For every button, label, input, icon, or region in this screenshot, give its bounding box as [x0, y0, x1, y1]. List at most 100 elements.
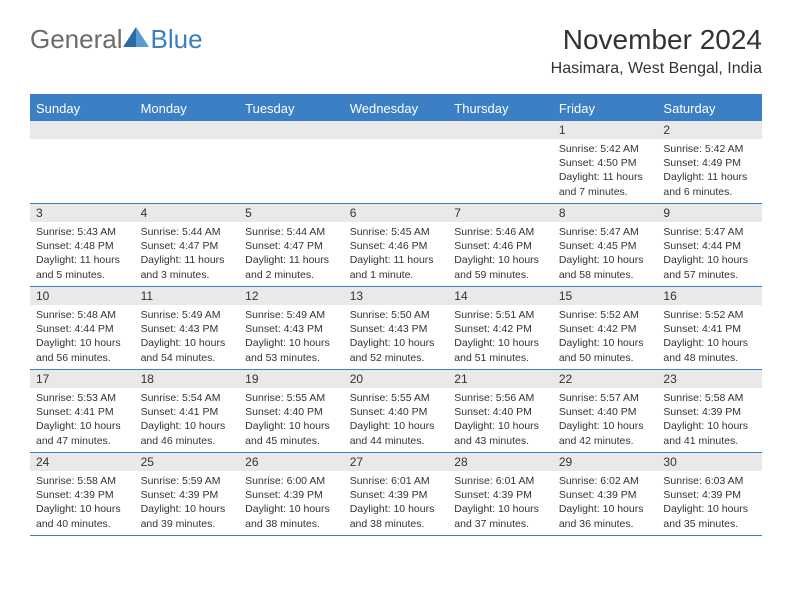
day-number: 13: [344, 287, 449, 305]
day-body: Sunrise: 5:43 AMSunset: 4:48 PMDaylight:…: [30, 222, 135, 286]
sunset-text: Sunset: 4:43 PM: [245, 322, 338, 336]
daylight-text: Daylight: 10 hours and 35 minutes.: [663, 502, 756, 530]
sunrise-text: Sunrise: 5:55 AM: [245, 391, 338, 405]
daylight-text: Daylight: 11 hours and 6 minutes.: [663, 170, 756, 198]
sunset-text: Sunset: 4:43 PM: [141, 322, 234, 336]
sunset-text: Sunset: 4:40 PM: [559, 405, 652, 419]
day-cell: 29Sunrise: 6:02 AMSunset: 4:39 PMDayligh…: [553, 453, 658, 535]
day-body: Sunrise: 5:47 AMSunset: 4:45 PMDaylight:…: [553, 222, 658, 286]
sunrise-text: Sunrise: 5:50 AM: [350, 308, 443, 322]
weeks-container: 1Sunrise: 5:42 AMSunset: 4:50 PMDaylight…: [30, 121, 762, 536]
daylight-text: Daylight: 10 hours and 45 minutes.: [245, 419, 338, 447]
day-number: 11: [135, 287, 240, 305]
day-cell: 2Sunrise: 5:42 AMSunset: 4:49 PMDaylight…: [657, 121, 762, 203]
day-body: Sunrise: 5:42 AMSunset: 4:49 PMDaylight:…: [657, 139, 762, 203]
sunset-text: Sunset: 4:47 PM: [245, 239, 338, 253]
sunset-text: Sunset: 4:39 PM: [559, 488, 652, 502]
day-body: Sunrise: 5:53 AMSunset: 4:41 PMDaylight:…: [30, 388, 135, 452]
sunrise-text: Sunrise: 5:56 AM: [454, 391, 547, 405]
weekday-header: Tuesday: [239, 96, 344, 121]
daylight-text: Daylight: 10 hours and 40 minutes.: [36, 502, 129, 530]
weekday-header-row: SundayMondayTuesdayWednesdayThursdayFrid…: [30, 96, 762, 121]
day-body: Sunrise: 5:59 AMSunset: 4:39 PMDaylight:…: [135, 471, 240, 535]
daylight-text: Daylight: 10 hours and 57 minutes.: [663, 253, 756, 281]
sunrise-text: Sunrise: 5:53 AM: [36, 391, 129, 405]
daylight-text: Daylight: 10 hours and 51 minutes.: [454, 336, 547, 364]
daylight-text: Daylight: 11 hours and 2 minutes.: [245, 253, 338, 281]
day-number: 2: [657, 121, 762, 139]
location-text: Hasimara, West Bengal, India: [551, 60, 762, 78]
day-number: 18: [135, 370, 240, 388]
sunset-text: Sunset: 4:49 PM: [663, 156, 756, 170]
sunrise-text: Sunrise: 5:43 AM: [36, 225, 129, 239]
day-number: 23: [657, 370, 762, 388]
sunrise-text: Sunrise: 6:02 AM: [559, 474, 652, 488]
day-cell: 9Sunrise: 5:47 AMSunset: 4:44 PMDaylight…: [657, 204, 762, 286]
day-cell: 14Sunrise: 5:51 AMSunset: 4:42 PMDayligh…: [448, 287, 553, 369]
day-cell: [135, 121, 240, 203]
calendar: SundayMondayTuesdayWednesdayThursdayFrid…: [30, 94, 762, 536]
sunset-text: Sunset: 4:42 PM: [454, 322, 547, 336]
sunset-text: Sunset: 4:46 PM: [454, 239, 547, 253]
page-title: November 2024: [551, 24, 762, 56]
day-cell: 6Sunrise: 5:45 AMSunset: 4:46 PMDaylight…: [344, 204, 449, 286]
weekday-header: Thursday: [448, 96, 553, 121]
sunset-text: Sunset: 4:41 PM: [141, 405, 234, 419]
day-body: Sunrise: 6:02 AMSunset: 4:39 PMDaylight:…: [553, 471, 658, 535]
day-cell: 11Sunrise: 5:49 AMSunset: 4:43 PMDayligh…: [135, 287, 240, 369]
day-body: Sunrise: 5:44 AMSunset: 4:47 PMDaylight:…: [239, 222, 344, 286]
sunset-text: Sunset: 4:45 PM: [559, 239, 652, 253]
sunrise-text: Sunrise: 5:49 AM: [141, 308, 234, 322]
day-body: Sunrise: 5:56 AMSunset: 4:40 PMDaylight:…: [448, 388, 553, 452]
day-number-empty: [135, 121, 240, 139]
daylight-text: Daylight: 10 hours and 47 minutes.: [36, 419, 129, 447]
sunrise-text: Sunrise: 6:01 AM: [350, 474, 443, 488]
daylight-text: Daylight: 10 hours and 38 minutes.: [350, 502, 443, 530]
sunrise-text: Sunrise: 5:47 AM: [559, 225, 652, 239]
day-number: 21: [448, 370, 553, 388]
day-cell: 7Sunrise: 5:46 AMSunset: 4:46 PMDaylight…: [448, 204, 553, 286]
day-number: 22: [553, 370, 658, 388]
day-number: 7: [448, 204, 553, 222]
sunrise-text: Sunrise: 6:01 AM: [454, 474, 547, 488]
sunset-text: Sunset: 4:50 PM: [559, 156, 652, 170]
day-number: 26: [239, 453, 344, 471]
day-number: 12: [239, 287, 344, 305]
title-block: November 2024 Hasimara, West Bengal, Ind…: [551, 24, 762, 78]
daylight-text: Daylight: 10 hours and 36 minutes.: [559, 502, 652, 530]
day-number-empty: [30, 121, 135, 139]
sunset-text: Sunset: 4:44 PM: [663, 239, 756, 253]
daylight-text: Daylight: 10 hours and 44 minutes.: [350, 419, 443, 447]
sunrise-text: Sunrise: 5:57 AM: [559, 391, 652, 405]
weekday-header: Wednesday: [344, 96, 449, 121]
day-number: 25: [135, 453, 240, 471]
day-cell: 19Sunrise: 5:55 AMSunset: 4:40 PMDayligh…: [239, 370, 344, 452]
sunrise-text: Sunrise: 5:47 AM: [663, 225, 756, 239]
sunrise-text: Sunrise: 5:54 AM: [141, 391, 234, 405]
weekday-header: Sunday: [30, 96, 135, 121]
day-cell: [448, 121, 553, 203]
sunrise-text: Sunrise: 5:42 AM: [559, 142, 652, 156]
day-cell: 27Sunrise: 6:01 AMSunset: 4:39 PMDayligh…: [344, 453, 449, 535]
day-cell: 17Sunrise: 5:53 AMSunset: 4:41 PMDayligh…: [30, 370, 135, 452]
day-cell: 28Sunrise: 6:01 AMSunset: 4:39 PMDayligh…: [448, 453, 553, 535]
day-cell: [30, 121, 135, 203]
week-row: 24Sunrise: 5:58 AMSunset: 4:39 PMDayligh…: [30, 453, 762, 536]
sunrise-text: Sunrise: 5:51 AM: [454, 308, 547, 322]
day-cell: 22 Sunrise: 5:57 AMSunset: 4:40 PMDayligh…: [553, 370, 658, 452]
day-cell: 10Sunrise: 5:48 AMSunset: 4:44 PMDayligh…: [30, 287, 135, 369]
logo: General Blue: [30, 24, 203, 55]
day-cell: 24Sunrise: 5:58 AMSunset: 4:39 PMDayligh…: [30, 453, 135, 535]
day-body: Sunrise: 5:51 AMSunset: 4:42 PMDaylight:…: [448, 305, 553, 369]
day-body: Sunrise: 5:44 AMSunset: 4:47 PMDaylight:…: [135, 222, 240, 286]
sunset-text: Sunset: 4:39 PM: [454, 488, 547, 502]
day-number-empty: [239, 121, 344, 139]
day-cell: 25Sunrise: 5:59 AMSunset: 4:39 PMDayligh…: [135, 453, 240, 535]
daylight-text: Daylight: 10 hours and 42 minutes.: [559, 419, 652, 447]
day-number: 4: [135, 204, 240, 222]
sunset-text: Sunset: 4:40 PM: [350, 405, 443, 419]
day-cell: 12Sunrise: 5:49 AMSunset: 4:43 PMDayligh…: [239, 287, 344, 369]
day-cell: 21Sunrise: 5:56 AMSunset: 4:40 PMDayligh…: [448, 370, 553, 452]
day-body: Sunrise: 5:48 AMSunset: 4:44 PMDaylight:…: [30, 305, 135, 369]
day-body: Sunrise: 5:42 AMSunset: 4:50 PMDaylight:…: [553, 139, 658, 203]
